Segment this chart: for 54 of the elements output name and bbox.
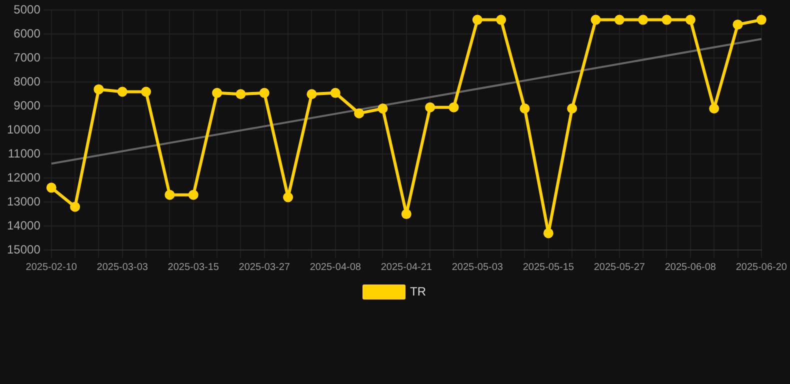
point [283, 192, 294, 202]
point [662, 14, 672, 25]
point [70, 202, 80, 212]
y-tick-label: 13000 [6, 194, 41, 208]
point [212, 88, 222, 98]
point [614, 14, 624, 25]
y-tick-label: 10000 [6, 122, 41, 136]
point [188, 190, 198, 200]
point [306, 89, 317, 100]
x-tick-label: 2025-03-15 [168, 262, 220, 273]
x-tick-label: 2025-05-03 [452, 262, 504, 273]
y-tick-label: 7000 [14, 50, 41, 64]
point [330, 88, 340, 98]
x-tick-label: 2025-05-27 [594, 262, 646, 273]
y-tick-label: 6000 [14, 26, 41, 40]
x-tick-label: 2025-06-20 [736, 262, 788, 273]
x-tick-label: 2025-04-08 [310, 262, 362, 273]
point [94, 84, 104, 94]
point [756, 14, 766, 25]
point [520, 104, 530, 114]
point [117, 86, 128, 97]
x-tick-label: 2025-03-27 [238, 262, 290, 273]
y-tick-label: 11000 [8, 146, 41, 160]
point [590, 14, 601, 25]
y-tick-label: 14000 [6, 218, 41, 232]
point [732, 20, 743, 30]
point [709, 104, 720, 114]
x-tick-label: 2025-02-10 [26, 262, 78, 273]
point [164, 190, 175, 200]
y-tick-label: 8000 [14, 74, 41, 88]
point [46, 182, 56, 193]
point [378, 104, 388, 114]
point [141, 86, 152, 97]
point [354, 108, 364, 118]
y-tick-label: 5000 [14, 2, 41, 17]
point [425, 102, 436, 112]
point [496, 14, 506, 25]
x-tick-label: 2025-06-08 [664, 262, 716, 273]
point [567, 104, 578, 114]
x-tick-label: 2025-05-15 [522, 262, 574, 273]
point [543, 228, 554, 238]
y-tick-label: 12000 [6, 170, 41, 184]
y-tick-label: 15000 [6, 242, 41, 256]
point [401, 209, 412, 220]
x-tick-label: 2025-03-03 [96, 262, 148, 273]
x-tick-label: 2025-04-21 [380, 262, 432, 273]
point [685, 14, 696, 25]
point [448, 102, 459, 112]
point [472, 14, 482, 25]
y-tick-label: 9000 [14, 98, 41, 112]
point [259, 88, 270, 98]
point [638, 14, 648, 25]
legend-label: TR [410, 284, 426, 298]
point [236, 89, 246, 100]
